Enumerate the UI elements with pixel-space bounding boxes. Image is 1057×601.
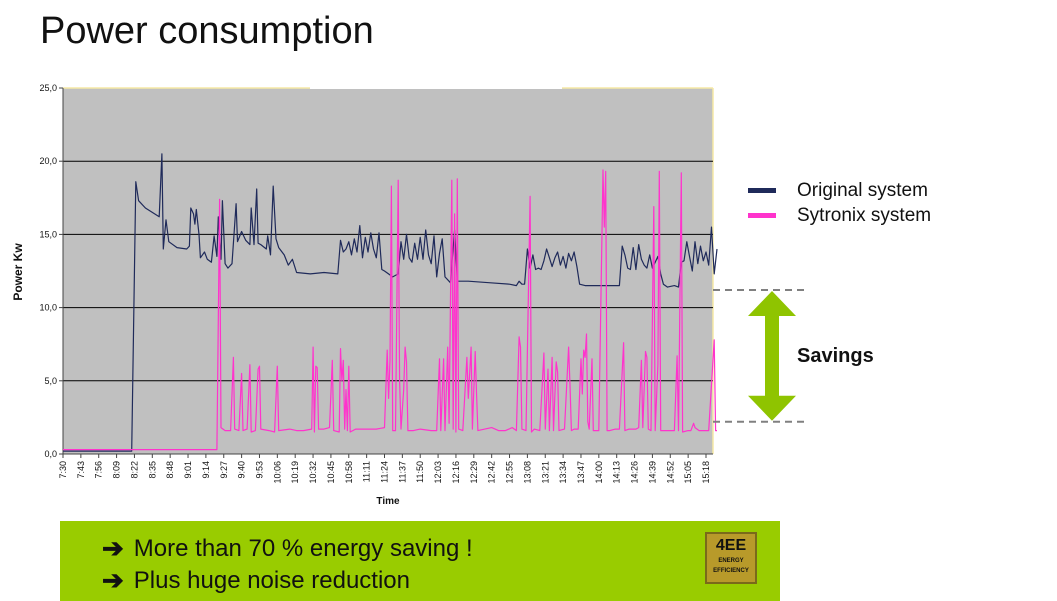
savings-indicator bbox=[713, 289, 805, 423]
x-tick-label: 8:09 bbox=[112, 461, 122, 479]
x-tick-label: 14:52 bbox=[665, 461, 675, 484]
x-tick-label: 10:45 bbox=[326, 461, 336, 484]
x-axis-label: Time bbox=[376, 496, 400, 507]
x-tick-label: 13:21 bbox=[540, 461, 550, 484]
x-tick-label: 7:56 bbox=[94, 461, 104, 479]
series-line-sytronix bbox=[63, 169, 717, 451]
plot-area bbox=[63, 88, 713, 454]
x-tick-label: 14:39 bbox=[647, 461, 657, 484]
x-tick-label: 12:42 bbox=[487, 461, 497, 484]
page-title: Power consumption bbox=[40, 10, 374, 52]
x-tick-label: 13:34 bbox=[558, 461, 568, 484]
x-tick-label: 15:18 bbox=[701, 461, 711, 484]
x-axis-ticks: 7:30 7:43 7:56 8:09 8:22 8:35 8:48 9:01 9:14 9:27… bbox=[58, 454, 711, 484]
y-tick-label: 25,0 bbox=[39, 83, 57, 93]
x-tick-label: 9:01 bbox=[183, 461, 193, 479]
legend-label-original: Original system bbox=[797, 179, 928, 201]
x-tick-label: 10:06 bbox=[272, 461, 282, 484]
legend-swatch-sytronix bbox=[748, 213, 776, 218]
x-tick-label: 10:32 bbox=[308, 461, 318, 484]
y-tick-label: 10,0 bbox=[39, 303, 57, 313]
summary-banner: ➔ More than 70 % energy saving ! ➔ Plus … bbox=[60, 521, 780, 601]
legend: Original system Sytronix system bbox=[748, 178, 931, 228]
x-tick-label: 13:08 bbox=[522, 461, 532, 484]
banner-text-2: Plus huge noise reduction bbox=[133, 566, 410, 594]
x-tick-label: 7:43 bbox=[76, 461, 86, 479]
y-tick-label: 15,0 bbox=[39, 229, 57, 239]
x-tick-label: 8:48 bbox=[165, 461, 175, 479]
x-tick-label: 9:53 bbox=[254, 461, 264, 479]
savings-label: Savings bbox=[797, 345, 874, 367]
banner-text-1: More than 70 % energy saving ! bbox=[133, 534, 473, 562]
x-tick-label: 8:35 bbox=[147, 461, 157, 479]
badge-main: 4EE bbox=[715, 537, 747, 554]
y-tick-label: 5,0 bbox=[44, 376, 57, 386]
legend-swatch-original bbox=[748, 188, 776, 193]
x-tick-label: 11:37 bbox=[397, 461, 407, 483]
x-tick-label: 9:27 bbox=[219, 461, 229, 479]
badge-sub-1: ENERGY bbox=[718, 558, 744, 564]
energy-efficiency-badge: 4EE ENERGY EFFICIENCY bbox=[705, 532, 757, 584]
x-tick-label: 14:26 bbox=[630, 461, 640, 484]
banner-line-2: ➔ Plus huge noise reduction bbox=[102, 565, 410, 596]
arrow-right-icon: ➔ bbox=[102, 533, 124, 563]
x-tick-label: 11:24 bbox=[380, 461, 390, 483]
x-tick-label: 14:13 bbox=[612, 461, 622, 484]
x-tick-label: 8:22 bbox=[129, 461, 139, 479]
y-axis-ticks: 0,0 5,0 10,0 15,0 20,0 25,0 bbox=[39, 83, 63, 459]
x-tick-label: 15:05 bbox=[683, 461, 693, 484]
legend-item-original: Original system bbox=[748, 178, 931, 203]
legend-item-sytronix: Sytronix system bbox=[748, 203, 931, 228]
x-tick-label: 11:50 bbox=[415, 461, 425, 483]
x-tick-label: 9:40 bbox=[237, 461, 247, 479]
x-tick-label: 7:30 bbox=[58, 461, 68, 479]
x-tick-label: 12:55 bbox=[505, 461, 515, 484]
y-tick-label: 0,0 bbox=[44, 449, 57, 459]
grid-lines bbox=[63, 160, 713, 382]
x-tick-label: 14:00 bbox=[594, 461, 604, 484]
double-arrow-icon bbox=[748, 291, 796, 421]
x-tick-label: 9:14 bbox=[201, 461, 211, 479]
x-tick-label: 10:58 bbox=[344, 461, 354, 484]
badge-sub-2: EFFICIENCY bbox=[713, 568, 749, 574]
x-tick-label: 12:16 bbox=[451, 461, 461, 484]
banner-line-1: ➔ More than 70 % energy saving ! bbox=[102, 533, 473, 564]
x-tick-label: 11:11 bbox=[362, 461, 372, 482]
x-tick-label: 12:29 bbox=[469, 461, 479, 484]
y-axis-label: Power Kw bbox=[11, 243, 25, 301]
x-tick-label: 13:47 bbox=[576, 461, 586, 484]
arrow-right-icon: ➔ bbox=[102, 565, 124, 595]
x-tick-label: 10:19 bbox=[290, 461, 300, 484]
legend-label-sytronix: Sytronix system bbox=[797, 204, 932, 226]
x-tick-label: 12:03 bbox=[433, 461, 443, 484]
y-tick-label: 20,0 bbox=[39, 156, 57, 166]
